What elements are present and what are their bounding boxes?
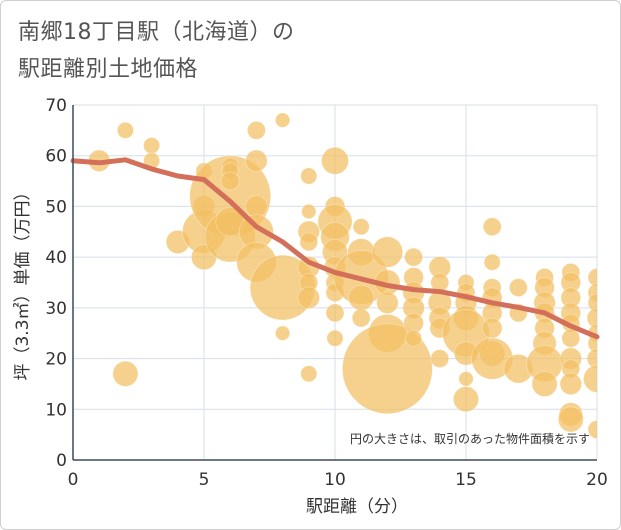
data-point (376, 291, 399, 314)
tick-labels: 0 10 20 30 40 50 60 70 0 5 10 15 20 (45, 96, 607, 490)
data-point (245, 195, 268, 218)
y-axis-title: 坪（3.3㎡）単価（万円） (13, 183, 33, 380)
trend-line-group (70, 157, 600, 340)
data-point (112, 360, 139, 387)
data-point (481, 317, 503, 339)
data-point (587, 333, 597, 353)
data-point (143, 137, 161, 155)
data-point (299, 232, 319, 252)
data-point (220, 171, 240, 191)
y-tick-label: 70 (45, 96, 67, 116)
y-tick-label: 30 (45, 299, 67, 319)
data-points (87, 112, 597, 439)
data-point (482, 217, 502, 237)
x-axis-title: 駅距離（分） (306, 497, 408, 517)
data-point (531, 370, 558, 397)
data-point (371, 236, 404, 268)
chart-title-line2: 駅距離別土地価格 (18, 57, 199, 82)
data-point (300, 167, 318, 185)
data-point (583, 364, 597, 393)
axes (72, 105, 597, 461)
data-point (274, 112, 291, 128)
data-point (405, 329, 423, 347)
data-point (352, 218, 370, 236)
data-point (326, 329, 344, 347)
chart-title: 南郷18丁目駅（北海道）の 駅距離別土地価格 (18, 14, 295, 88)
data-point (404, 247, 424, 267)
data-point (483, 253, 501, 271)
y-tick-label: 50 (45, 197, 67, 217)
x-tick-label: 20 (586, 470, 608, 490)
data-point (300, 365, 318, 383)
x-tick-label: 5 (199, 470, 210, 490)
y-tick-label: 20 (45, 350, 67, 370)
data-point (348, 284, 375, 311)
data-point (274, 325, 291, 341)
data-point (587, 268, 597, 287)
trend-line (70, 157, 600, 340)
data-point (557, 406, 584, 433)
data-point (587, 293, 597, 313)
data-point (341, 323, 433, 415)
data-point (509, 278, 528, 297)
data-point (321, 146, 349, 175)
data-point (301, 203, 317, 220)
x-tick-label: 15 (455, 470, 477, 490)
data-point (116, 121, 134, 139)
data-point (430, 349, 450, 368)
y-tick-label: 0 (56, 451, 67, 471)
y-tick-label: 60 (45, 147, 67, 167)
data-point (351, 308, 371, 328)
chart-title-line1: 南郷18丁目駅（北海道）の (18, 20, 295, 45)
data-point (458, 371, 474, 387)
data-point (452, 386, 479, 413)
x-tick-label: 10 (324, 470, 346, 490)
data-point (559, 372, 583, 396)
y-tick-label: 40 (45, 248, 67, 268)
data-point (245, 149, 268, 172)
y-tick-label: 10 (45, 400, 67, 420)
data-point (561, 328, 581, 348)
data-point (297, 286, 321, 309)
x-tick-label: 0 (68, 470, 79, 490)
data-point (325, 303, 345, 323)
bubble-size-note: 円の大きさは、取引のあった物件面積を示す (350, 431, 590, 446)
data-point (246, 120, 266, 140)
data-point (587, 420, 597, 439)
